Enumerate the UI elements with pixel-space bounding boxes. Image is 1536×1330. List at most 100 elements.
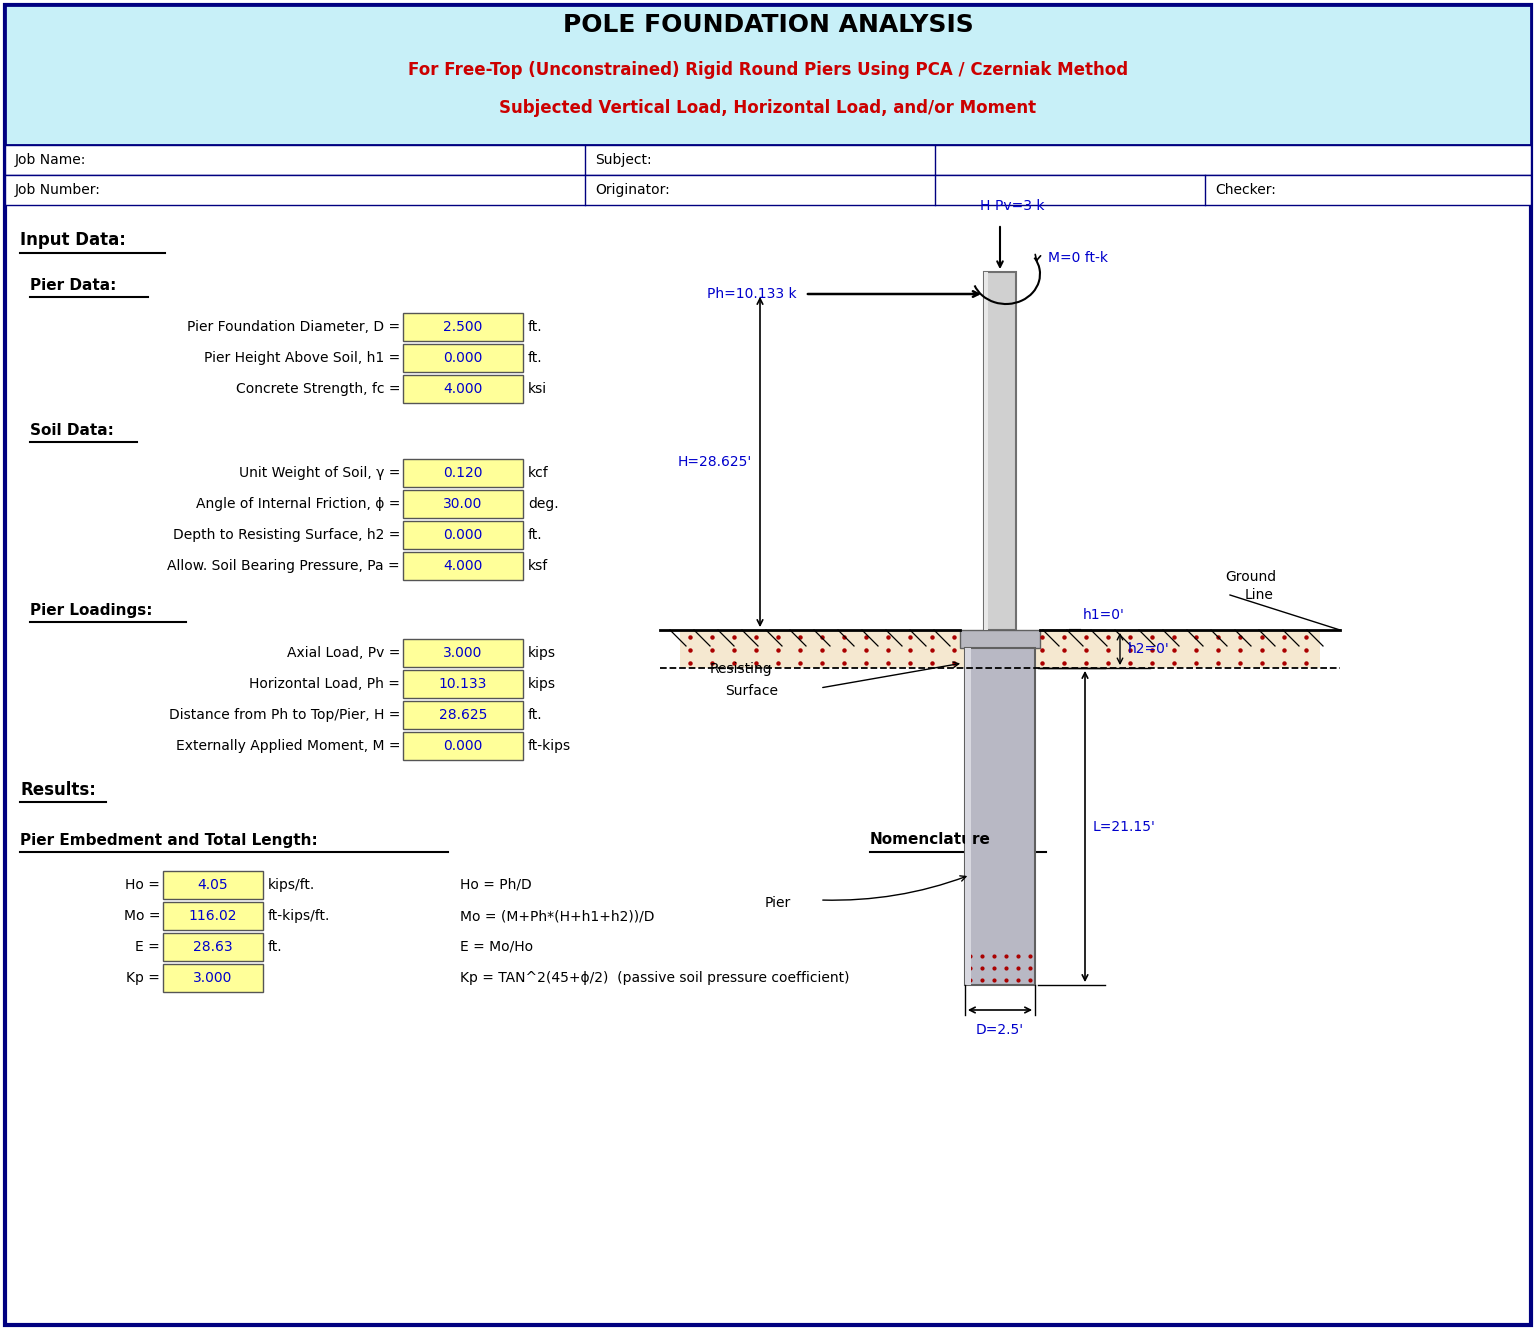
Bar [402,459,522,487]
Text: Axial Load, Pv =: Axial Load, Pv = [287,646,399,660]
Text: Depth to Resisting Surface, h2 =: Depth to Resisting Surface, h2 = [172,528,399,543]
Text: Pier: Pier [765,896,791,910]
Bar [985,273,1015,630]
Text: ft.: ft. [528,708,542,722]
Text: Soil Data:: Soil Data: [31,423,114,438]
Text: 0.120: 0.120 [444,465,482,480]
Text: h2=0': h2=0' [1127,642,1170,656]
Bar [402,552,522,580]
Text: E = Mo/Ho: E = Mo/Ho [459,940,533,954]
Text: ft.: ft. [267,940,283,954]
Text: deg.: deg. [528,497,559,511]
Text: M=0 ft-k: M=0 ft-k [1048,251,1107,265]
Text: kips: kips [528,677,556,692]
Text: Surface: Surface [725,684,779,698]
Bar [402,701,522,729]
Bar [402,670,522,698]
Text: Concrete Strength, fc =: Concrete Strength, fc = [235,382,399,396]
Bar [965,648,971,986]
Bar [985,273,988,630]
Text: 10.133: 10.133 [439,677,487,692]
Text: Job Name:: Job Name: [15,153,86,168]
Text: ksi: ksi [528,382,547,396]
Text: kips: kips [528,646,556,660]
Text: 4.000: 4.000 [444,382,482,396]
Bar [163,902,263,930]
Text: ft-kips/ft.: ft-kips/ft. [267,908,330,923]
Text: h1=0': h1=0' [1083,608,1124,622]
Bar [960,630,1040,648]
Text: Ho = Ph/D: Ho = Ph/D [459,878,531,892]
Text: kips/ft.: kips/ft. [267,878,315,892]
Bar [402,375,522,403]
Text: Nomenclature: Nomenclature [869,833,991,847]
Text: 30.00: 30.00 [444,497,482,511]
Text: H: H [980,200,991,213]
Text: 28.625: 28.625 [439,708,487,722]
Text: H=28.625': H=28.625' [677,455,753,469]
Text: Kp =: Kp = [126,971,160,986]
Text: Input Data:: Input Data: [20,231,126,249]
Text: 4.05: 4.05 [198,878,229,892]
Bar [402,521,522,549]
Text: Checker:: Checker: [1215,184,1276,197]
Text: Pier Foundation Diameter, D =: Pier Foundation Diameter, D = [187,321,399,334]
Text: Allow. Soil Bearing Pressure, Pa =: Allow. Soil Bearing Pressure, Pa = [167,559,399,573]
Bar [402,313,522,340]
Text: Resisting: Resisting [710,662,773,676]
Bar [402,638,522,668]
Text: 116.02: 116.02 [189,908,237,923]
Text: ft.: ft. [528,351,542,364]
Text: ft-kips: ft-kips [528,739,571,753]
Text: Pier Height Above Soil, h1 =: Pier Height Above Soil, h1 = [204,351,399,364]
Text: L=21.15': L=21.15' [1094,821,1157,834]
Text: Ground: Ground [1226,571,1276,584]
Text: E =: E = [135,940,160,954]
Text: Pier Loadings:: Pier Loadings: [31,602,152,617]
Text: Ho =: Ho = [124,878,160,892]
Bar [163,871,263,899]
Bar [680,630,1319,668]
Text: 3.000: 3.000 [444,646,482,660]
Text: 2.500: 2.500 [444,321,482,334]
Text: Angle of Internal Friction, ϕ =: Angle of Internal Friction, ϕ = [195,497,399,511]
Text: Originator:: Originator: [594,184,670,197]
Text: Externally Applied Moment, M =: Externally Applied Moment, M = [175,739,399,753]
Text: Horizontal Load, Ph =: Horizontal Load, Ph = [249,677,399,692]
Text: Pv=3 k: Pv=3 k [995,200,1044,213]
Text: Pier Data:: Pier Data: [31,278,117,293]
Text: Ph=10.133 k: Ph=10.133 k [708,287,797,301]
Text: POLE FOUNDATION ANALYSIS: POLE FOUNDATION ANALYSIS [562,13,974,37]
Text: 28.63: 28.63 [194,940,233,954]
Text: For Free-Top (Unconstrained) Rigid Round Piers Using PCA / Czerniak Method: For Free-Top (Unconstrained) Rigid Round… [409,61,1127,78]
Bar [402,489,522,517]
Text: Mo =: Mo = [123,908,160,923]
Bar [402,732,522,759]
Text: Mo = (M+Ph*(H+h1+h2))/D: Mo = (M+Ph*(H+h1+h2))/D [459,908,654,923]
Text: Job Number:: Job Number: [15,184,101,197]
Bar [5,5,1531,145]
Bar [163,934,263,962]
Bar [5,176,1531,205]
Text: 0.000: 0.000 [444,739,482,753]
Text: Subject:: Subject: [594,153,651,168]
Text: 0.000: 0.000 [444,528,482,543]
Text: Results:: Results: [20,781,95,799]
Text: D=2.5': D=2.5' [975,1023,1025,1037]
Text: Kp = TAN^2(45+ϕ/2)  (passive soil pressure coefficient): Kp = TAN^2(45+ϕ/2) (passive soil pressur… [459,971,849,986]
Text: kcf: kcf [528,465,548,480]
Text: 4.000: 4.000 [444,559,482,573]
Bar [163,964,263,992]
Text: Line: Line [1246,588,1273,602]
Text: Distance from Ph to Top/Pier, H =: Distance from Ph to Top/Pier, H = [169,708,399,722]
Text: ft.: ft. [528,528,542,543]
Bar [5,145,1531,176]
Text: Subjected Vertical Load, Horizontal Load, and/or Moment: Subjected Vertical Load, Horizontal Load… [499,98,1037,117]
Text: ksf: ksf [528,559,548,573]
Text: Unit Weight of Soil, γ =: Unit Weight of Soil, γ = [238,465,399,480]
Bar [965,648,1035,986]
Text: 0.000: 0.000 [444,351,482,364]
Text: 3.000: 3.000 [194,971,232,986]
Text: Pier Embedment and Total Length:: Pier Embedment and Total Length: [20,833,318,847]
Bar [402,344,522,372]
